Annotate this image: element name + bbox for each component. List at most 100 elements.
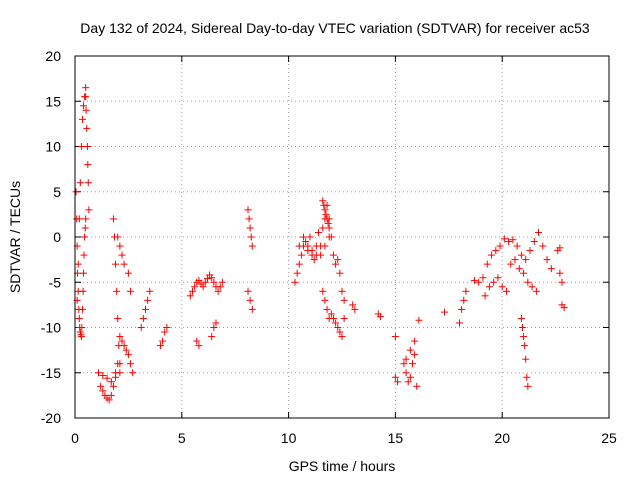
- data-point-marker: [321, 206, 329, 214]
- data-point-marker: [332, 260, 340, 268]
- y-tick-label: 20: [45, 48, 61, 64]
- data-point-marker: [203, 275, 211, 283]
- data-point-marker: [99, 387, 107, 395]
- data-point-marker: [103, 374, 111, 382]
- data-point-marker: [494, 274, 502, 282]
- data-point-marker: [496, 242, 504, 250]
- data-point-marker: [247, 233, 255, 241]
- data-point-marker: [78, 324, 86, 331]
- chart-data-marks: [72, 84, 568, 404]
- data-point-marker: [293, 269, 301, 277]
- data-point-marker: [391, 333, 399, 341]
- data-point-marker: [530, 238, 538, 246]
- data-point-marker: [82, 84, 90, 92]
- data-point-marker: [462, 287, 470, 295]
- data-point-marker: [325, 233, 333, 241]
- y-tick-label: -5: [49, 274, 62, 290]
- data-point-marker: [517, 314, 525, 322]
- data-point-marker: [159, 337, 167, 345]
- data-point-marker: [246, 224, 254, 232]
- data-point-marker: [81, 224, 89, 232]
- data-point-marker: [322, 210, 330, 218]
- x-tick-label: 10: [281, 430, 297, 446]
- data-point-marker: [488, 251, 496, 259]
- y-tick-label: 5: [53, 184, 61, 200]
- data-point-marker: [116, 333, 124, 341]
- data-point-marker: [129, 369, 137, 377]
- data-point-marker: [75, 314, 83, 322]
- data-point-marker: [411, 351, 419, 359]
- data-point-marker: [248, 242, 256, 250]
- data-point-marker: [85, 206, 93, 214]
- data-point-marker: [144, 296, 152, 304]
- data-point-marker: [80, 102, 88, 110]
- data-point-marker: [191, 283, 199, 291]
- data-point-marker: [244, 206, 252, 214]
- data-point-marker: [411, 337, 419, 345]
- data-point-marker: [556, 269, 564, 277]
- data-point-marker: [338, 287, 346, 295]
- data-point-marker: [295, 260, 303, 268]
- data-point-marker: [80, 251, 88, 259]
- data-point-marker: [112, 373, 120, 381]
- data-point-marker: [402, 355, 410, 363]
- data-point-marker: [498, 283, 506, 291]
- data-point-marker: [122, 346, 130, 354]
- data-point-marker: [210, 324, 218, 331]
- data-point-marker: [319, 224, 327, 232]
- data-point-marker: [402, 369, 410, 377]
- data-point-marker: [78, 305, 86, 313]
- data-point-marker: [470, 276, 478, 284]
- data-point-marker: [246, 296, 254, 304]
- data-point-marker: [315, 228, 323, 236]
- y-tick-label: -20: [41, 410, 61, 426]
- data-point-marker: [376, 313, 384, 321]
- data-point-marker: [556, 244, 564, 252]
- data-point-marker: [336, 328, 344, 336]
- data-point-marker: [113, 287, 121, 295]
- data-point-marker: [300, 233, 308, 241]
- data-point-marker: [485, 283, 493, 291]
- data-point-marker: [107, 378, 115, 386]
- data-point-marker: [408, 360, 416, 368]
- data-point-marker: [105, 396, 113, 404]
- data-point-marker: [524, 382, 532, 390]
- data-point-marker: [82, 93, 90, 101]
- data-point-marker: [391, 373, 399, 381]
- data-point-marker: [78, 115, 86, 123]
- data-point-marker: [560, 304, 568, 312]
- data-point-marker: [400, 360, 408, 368]
- data-point-marker: [319, 287, 327, 295]
- data-point-marker: [94, 369, 102, 377]
- data-point-marker: [321, 296, 329, 304]
- data-point-marker: [75, 215, 83, 223]
- x-tick-label: 25: [601, 430, 617, 446]
- data-point-marker: [74, 260, 82, 268]
- data-point-marker: [295, 242, 303, 250]
- data-point-marker: [479, 274, 487, 282]
- data-point-marker: [336, 269, 344, 277]
- data-point-marker: [520, 269, 528, 277]
- data-point-marker: [415, 316, 423, 324]
- data-point-marker: [116, 242, 124, 250]
- data-point-marker: [325, 224, 333, 232]
- data-point-marker: [539, 242, 547, 250]
- data-point-marker: [323, 215, 331, 223]
- data-point-marker: [216, 283, 224, 291]
- data-point-marker: [244, 287, 252, 295]
- data-point-marker: [320, 201, 328, 209]
- data-point-marker: [72, 188, 80, 196]
- data-point-marker: [77, 143, 85, 150]
- y-tick-label: -10: [41, 320, 61, 336]
- data-point-marker: [109, 215, 117, 223]
- data-point-marker: [329, 251, 337, 259]
- data-point-marker: [515, 265, 523, 273]
- data-point-marker: [306, 233, 314, 241]
- data-point-marker: [338, 333, 346, 341]
- data-point-marker: [340, 314, 348, 322]
- data-point-marker: [532, 287, 540, 295]
- x-axis-label: GPS time / hours: [289, 458, 396, 474]
- data-point-marker: [297, 251, 305, 259]
- data-point-marker: [118, 337, 126, 345]
- data-point-marker: [543, 256, 551, 264]
